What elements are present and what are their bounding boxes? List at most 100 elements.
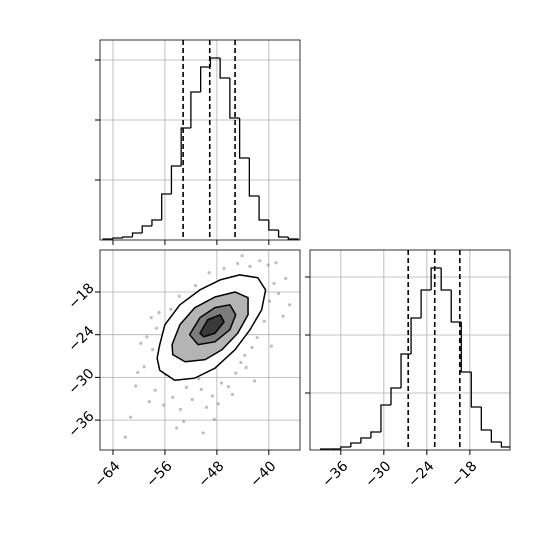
scatter-point: [240, 254, 244, 258]
y-tick-label: −36: [65, 408, 97, 440]
histogram-step: [248, 158, 260, 197]
plot-area: [100, 250, 300, 450]
histogram-step: [500, 442, 510, 448]
scatter-point: [123, 435, 127, 439]
scatter-point: [226, 385, 231, 389]
scatter-point: [236, 261, 240, 266]
histogram-step: [190, 91, 201, 128]
y-tick-label: −24: [65, 323, 97, 355]
scatter-point: [244, 365, 248, 370]
scatter-point: [248, 264, 252, 268]
scatter-point: [222, 266, 226, 271]
scatter-point: [281, 314, 285, 318]
histogram-step: [112, 237, 123, 239]
scatter-point: [212, 417, 216, 421]
scatter-point: [154, 326, 159, 330]
scatter-point: [162, 403, 166, 407]
histogram-step: [370, 431, 381, 438]
plot-area: [100, 40, 300, 240]
scatter-point: [234, 371, 238, 375]
x-tick-label: −24: [405, 458, 437, 490]
scatter-point: [276, 291, 281, 296]
histogram-step: [258, 196, 269, 221]
axes-frame: [309, 249, 511, 451]
scatter-point: [201, 431, 205, 435]
scatter-point: [284, 276, 288, 281]
scatter-point: [216, 402, 220, 406]
histogram-step: [238, 118, 250, 159]
x-tick-label: −40: [247, 458, 279, 490]
histogram-step: [440, 268, 452, 291]
scatter-point: [267, 299, 272, 303]
histogram-step: [460, 322, 472, 373]
scatter-point: [175, 426, 179, 430]
histogram-step: [450, 290, 462, 323]
x-tick-label: −64: [91, 458, 123, 490]
histogram-step: [430, 267, 442, 290]
scatter-point: [149, 316, 153, 320]
x-tick-label: −36: [319, 458, 351, 490]
scatter-point: [147, 400, 151, 404]
histogram-step: [131, 232, 143, 237]
scatter-point: [239, 360, 243, 365]
scatter-point: [142, 365, 146, 369]
y-tick-label: −30: [65, 366, 97, 398]
scatter-point: [169, 307, 173, 311]
scatter-point: [134, 384, 138, 388]
scatter-point: [250, 345, 254, 350]
scatter-point: [190, 397, 194, 402]
scatter-point: [139, 341, 143, 345]
scatter-point: [255, 335, 259, 340]
histogram-step: [350, 442, 361, 447]
scatter-point: [136, 370, 140, 375]
histogram-step: [410, 317, 422, 354]
x-tick-label: −18: [448, 458, 480, 490]
histogram-step: [277, 230, 289, 238]
scatter-point: [145, 335, 149, 339]
scatter-point: [243, 353, 247, 357]
histogram-step: [161, 193, 172, 220]
scatter-point: [184, 385, 188, 389]
histogram-step: [390, 387, 402, 405]
scatter-point: [157, 311, 161, 315]
histogram-step: [480, 407, 492, 431]
scatter-point: [219, 381, 224, 385]
plot-area: [310, 250, 510, 450]
scatter-point: [266, 263, 270, 267]
scatter-point: [210, 394, 214, 398]
histogram-step: [170, 165, 182, 194]
scatter-point: [288, 303, 292, 307]
x-tick-label: −56: [143, 458, 175, 490]
scatter-point: [230, 392, 235, 397]
histogram-step: [420, 289, 432, 318]
axes-frame: [99, 39, 301, 241]
x-tick-label: −30: [362, 458, 394, 490]
scatter-point: [262, 319, 266, 323]
histogram-step: [340, 446, 351, 449]
histogram-step: [151, 219, 162, 226]
scatter-point: [171, 395, 175, 399]
histogram-step: [400, 353, 412, 388]
axes-frame: [99, 249, 301, 451]
histogram-step: [470, 372, 482, 408]
scatter-point: [269, 344, 274, 348]
histogram-step: [199, 66, 211, 92]
histogram-step: [141, 225, 152, 233]
scatter-point: [252, 379, 257, 383]
x-tick-label: −48: [195, 458, 227, 490]
histogram-step: [122, 236, 133, 238]
scatter-point: [182, 419, 186, 424]
histogram-step: [268, 220, 279, 231]
histogram-step: [180, 127, 191, 166]
scatter-point: [178, 407, 183, 412]
scatter-point: [199, 387, 203, 392]
scatter-point: [128, 415, 133, 419]
histogram-step: [360, 437, 371, 443]
histogram-step: [380, 404, 392, 432]
scatter-point: [274, 261, 278, 265]
contour: [199, 314, 225, 338]
scatter-point: [207, 271, 211, 275]
histogram-step: [229, 78, 240, 119]
histogram-step: [219, 58, 230, 79]
